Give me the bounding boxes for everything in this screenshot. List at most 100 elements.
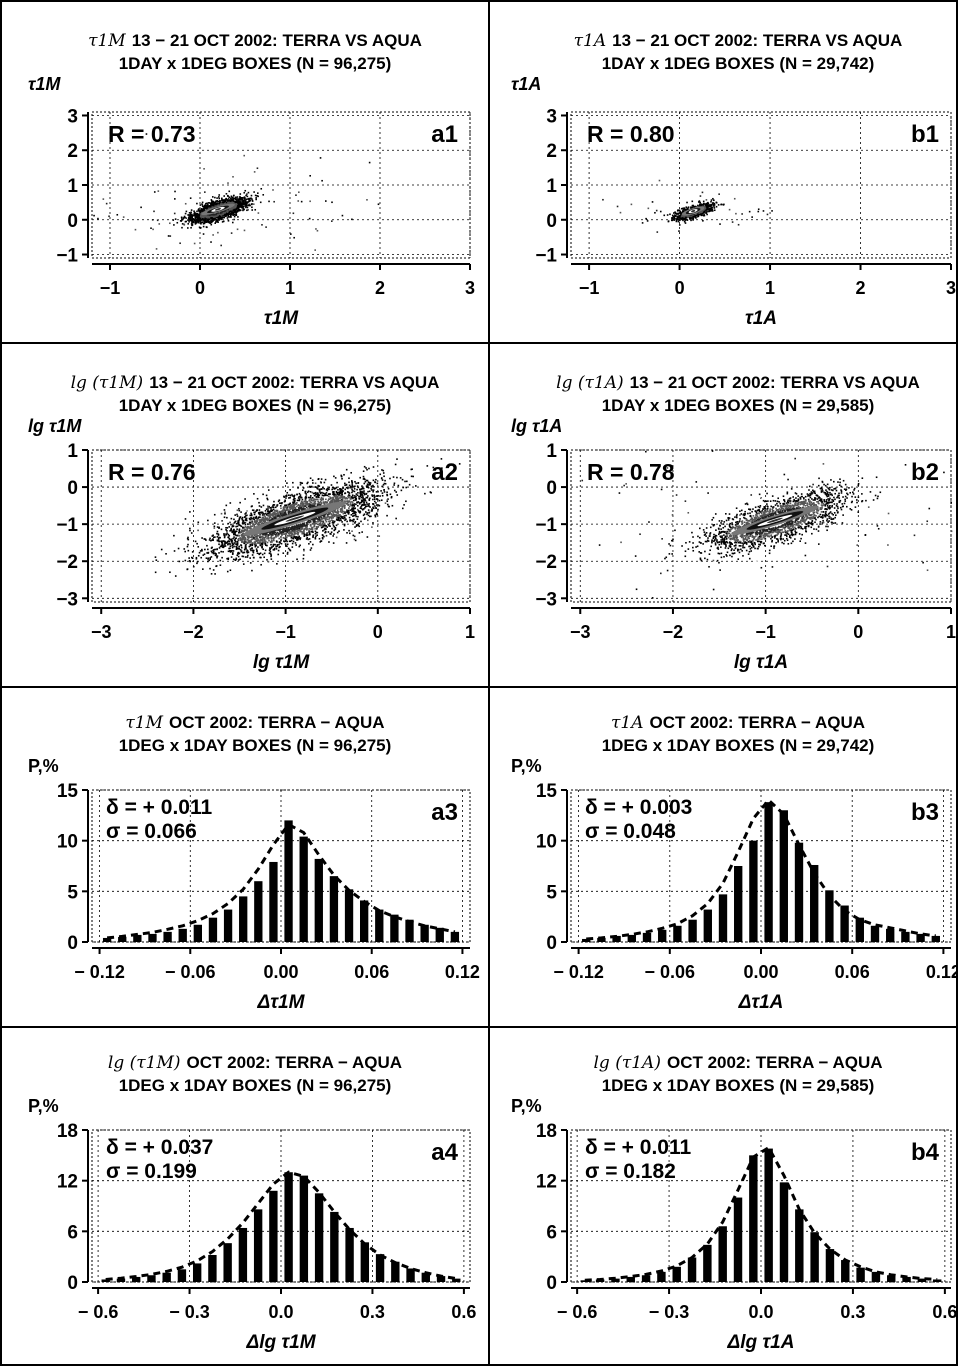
scatter-point bbox=[641, 222, 644, 224]
scatter-point bbox=[331, 510, 334, 513]
scatter-point bbox=[270, 509, 272, 511]
scatter-point bbox=[368, 161, 371, 164]
scatter-point bbox=[311, 497, 314, 499]
scatter-point bbox=[274, 515, 277, 517]
scatter-point bbox=[226, 209, 228, 212]
scatter-point bbox=[245, 206, 247, 209]
scatter-point bbox=[246, 193, 248, 195]
scatter-point bbox=[205, 204, 207, 207]
scatter-point bbox=[232, 214, 234, 216]
scatter-point bbox=[364, 517, 366, 519]
scatter-point bbox=[224, 211, 227, 214]
scatter-point bbox=[97, 217, 99, 220]
scatter-point bbox=[246, 195, 249, 198]
scatter-point bbox=[197, 521, 200, 524]
scatter-point bbox=[205, 207, 208, 210]
scatter-point bbox=[233, 208, 236, 211]
scatter-point bbox=[216, 548, 218, 550]
scatter-point bbox=[230, 208, 233, 211]
scatter-point bbox=[209, 204, 212, 207]
scatter-point bbox=[216, 555, 218, 558]
scatter-point bbox=[397, 484, 400, 487]
scatter-point bbox=[691, 216, 693, 219]
scatter-point bbox=[246, 201, 249, 203]
scatter-point bbox=[372, 490, 374, 493]
scatter-point bbox=[305, 503, 307, 506]
scatter-point bbox=[230, 556, 233, 558]
scatter-point bbox=[220, 544, 223, 546]
scatter-point bbox=[217, 204, 220, 207]
scatter-point bbox=[269, 551, 272, 553]
scatter-point bbox=[343, 516, 346, 519]
scatter-point bbox=[230, 207, 232, 209]
scatter-point bbox=[188, 221, 190, 223]
scatter-point bbox=[276, 545, 279, 547]
scatter-point bbox=[298, 535, 300, 538]
scatter-point bbox=[227, 195, 229, 197]
scatter-point bbox=[235, 558, 238, 561]
scatter-point bbox=[239, 198, 241, 201]
scatter-point bbox=[675, 218, 677, 220]
scatter-point bbox=[198, 551, 201, 554]
scatter-point bbox=[292, 537, 294, 539]
scatter-point bbox=[281, 512, 283, 515]
scatter-point bbox=[314, 249, 316, 251]
y-tick-label: −1 bbox=[56, 515, 78, 536]
scatter-point bbox=[294, 497, 296, 500]
scatter-point bbox=[757, 208, 760, 211]
scatter-point bbox=[282, 510, 285, 512]
y-axis-label: lg τ1M bbox=[28, 416, 82, 436]
scatter-point bbox=[207, 519, 209, 522]
scatter-point bbox=[271, 506, 273, 509]
scatter-point bbox=[393, 482, 396, 485]
scatter-point bbox=[236, 196, 239, 198]
y-tick-label: −1 bbox=[56, 246, 78, 267]
scatter-point bbox=[176, 221, 179, 224]
scatter-point bbox=[365, 501, 368, 504]
scatter-point bbox=[190, 219, 193, 222]
scatter-point bbox=[278, 529, 280, 531]
scatter-point bbox=[241, 541, 243, 543]
scatter-point bbox=[707, 208, 710, 211]
scatter-point bbox=[245, 519, 247, 522]
scatter-point bbox=[232, 543, 235, 546]
scatter-point bbox=[205, 206, 208, 208]
scatter-point bbox=[713, 202, 716, 205]
scatter-point bbox=[221, 200, 223, 202]
scatter-point bbox=[218, 543, 220, 546]
scatter-point bbox=[221, 544, 224, 546]
scatter-point bbox=[373, 485, 375, 488]
scatter-point bbox=[333, 529, 336, 532]
scatter-point bbox=[238, 201, 241, 204]
scatter-point bbox=[713, 209, 716, 212]
scatter-point bbox=[321, 498, 324, 501]
scatter-point bbox=[211, 217, 214, 219]
scatter-point bbox=[286, 505, 289, 508]
scatter-point bbox=[242, 197, 244, 199]
scatter-point bbox=[359, 476, 362, 479]
scatter-point bbox=[424, 492, 426, 495]
scatter-point bbox=[331, 521, 334, 524]
scatter-point bbox=[238, 519, 240, 522]
scatter-point bbox=[220, 541, 223, 544]
scatter-point bbox=[352, 490, 354, 492]
scatter-point bbox=[286, 491, 289, 494]
scatter-point bbox=[206, 544, 208, 547]
scatter-point bbox=[257, 192, 259, 194]
scatter-point bbox=[292, 212, 295, 215]
scatter-point bbox=[243, 202, 245, 205]
scatter-point bbox=[214, 217, 216, 220]
scatter-point bbox=[722, 219, 725, 222]
scatter-point bbox=[199, 550, 202, 552]
chart-svg-a2: lg (τ1M) 13 − 21 OCT 2002: TERRA VS AQUA1… bbox=[28, 373, 475, 673]
scatter-point bbox=[221, 198, 223, 201]
scatter-point bbox=[249, 544, 252, 547]
scatter-point bbox=[688, 217, 691, 219]
scatter-point bbox=[268, 505, 270, 508]
scatter-point bbox=[232, 530, 235, 533]
scatter-point bbox=[659, 210, 662, 213]
scatter-point bbox=[283, 540, 285, 542]
scatter-point bbox=[389, 493, 392, 496]
scatter-point bbox=[248, 545, 251, 548]
scatter-point bbox=[681, 215, 684, 218]
